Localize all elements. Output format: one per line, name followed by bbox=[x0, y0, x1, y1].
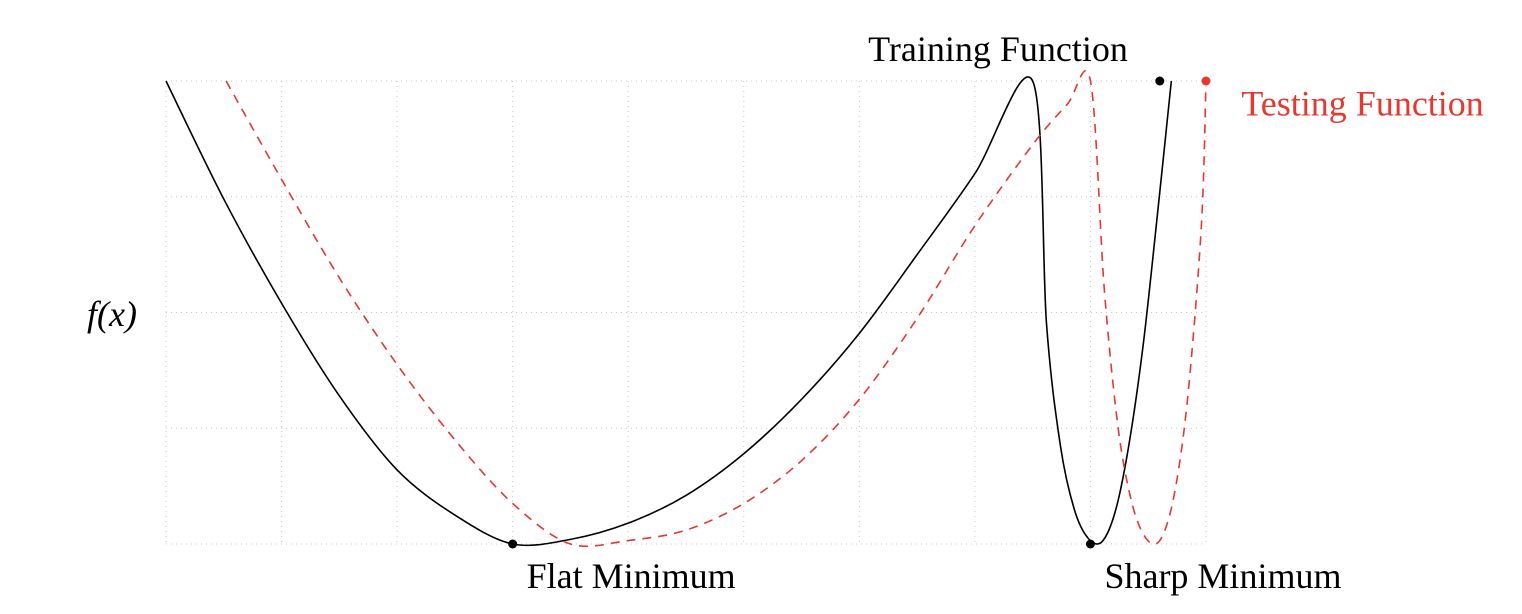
training-function-label: Training Function bbox=[868, 29, 1128, 69]
sharp-minimum-label: Sharp Minimum bbox=[1104, 556, 1341, 596]
curves bbox=[165, 70, 1207, 548]
testing-function-label: Testing Function bbox=[1241, 84, 1483, 124]
markers bbox=[508, 76, 1211, 549]
testing-function-curve bbox=[225, 70, 1207, 548]
flat-minimum-label: Flat Minimum bbox=[527, 556, 736, 596]
testing-function-marker bbox=[1201, 76, 1211, 86]
training-function-marker bbox=[508, 539, 518, 549]
grid bbox=[165, 80, 1207, 545]
y-axis-label: f(x) bbox=[87, 294, 137, 334]
training-function-curve bbox=[165, 76, 1173, 547]
training-function-marker bbox=[1085, 539, 1095, 549]
labels: f(x) Training Function Testing Function Fl… bbox=[87, 29, 1484, 596]
training-function-marker bbox=[1155, 76, 1165, 86]
